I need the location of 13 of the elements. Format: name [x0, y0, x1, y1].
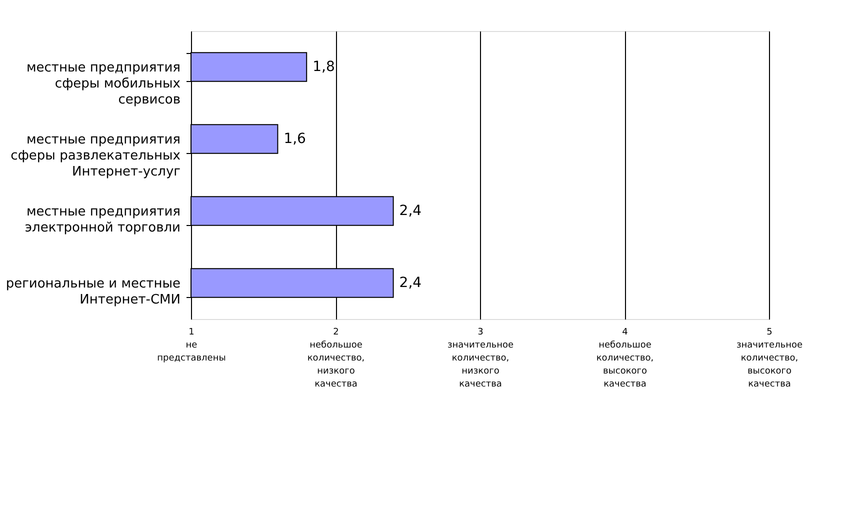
x-tick-label: 3 значительное количество, низкого качества — [447, 328, 514, 390]
data-label: 1,6 — [284, 131, 306, 147]
data-label: 2,4 — [399, 275, 422, 291]
x-tick-label: 5 значительное количество, высокого качества — [736, 328, 804, 390]
y-tick-label: региональные и местные Интернет-СМИ — [6, 276, 180, 308]
y-tick-label: местные предприятия сферы мобильных сервисов — [26, 60, 181, 108]
y-tick-label: местные предприятия электронной торговли — [24, 204, 180, 236]
x-tick-label: 1 не представлены — [157, 328, 226, 364]
x-tick-label: 4 небольшое количество, высокого качества — [596, 328, 654, 390]
data-label: 2,4 — [399, 203, 422, 219]
x-tick-label: 2 небольшое количество, низкого качества — [307, 328, 365, 390]
y-tick-label: местные предприятия сферы развлекательных Интернет-услуг — [10, 132, 181, 180]
data-label: 1,8 — [312, 59, 335, 75]
